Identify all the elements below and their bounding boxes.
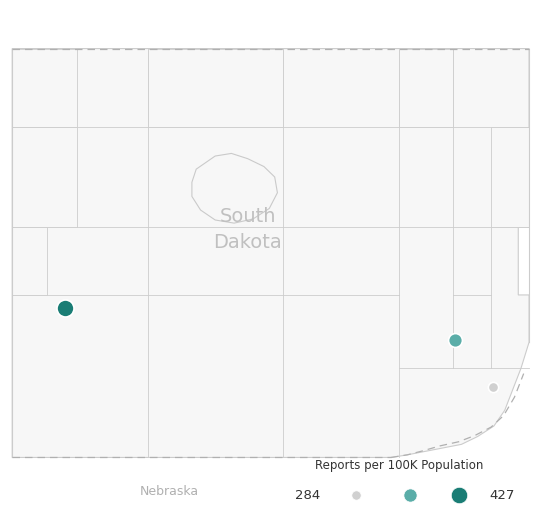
Polygon shape [12, 48, 77, 127]
Polygon shape [12, 227, 47, 295]
Point [61, 304, 70, 313]
Point [489, 383, 497, 391]
Point [351, 491, 360, 500]
Text: 284: 284 [294, 489, 320, 502]
Polygon shape [12, 127, 77, 227]
Polygon shape [491, 127, 529, 227]
Polygon shape [12, 48, 529, 457]
Text: Reports per 100K Population: Reports per 100K Population [315, 459, 484, 472]
Text: South
Dakota: South Dakota [213, 207, 282, 252]
Point [450, 335, 459, 344]
Point [454, 491, 463, 500]
Text: Nebraska: Nebraska [140, 485, 199, 498]
Point [406, 491, 415, 500]
Text: 427: 427 [490, 489, 515, 502]
Polygon shape [399, 48, 453, 127]
Polygon shape [147, 48, 283, 127]
